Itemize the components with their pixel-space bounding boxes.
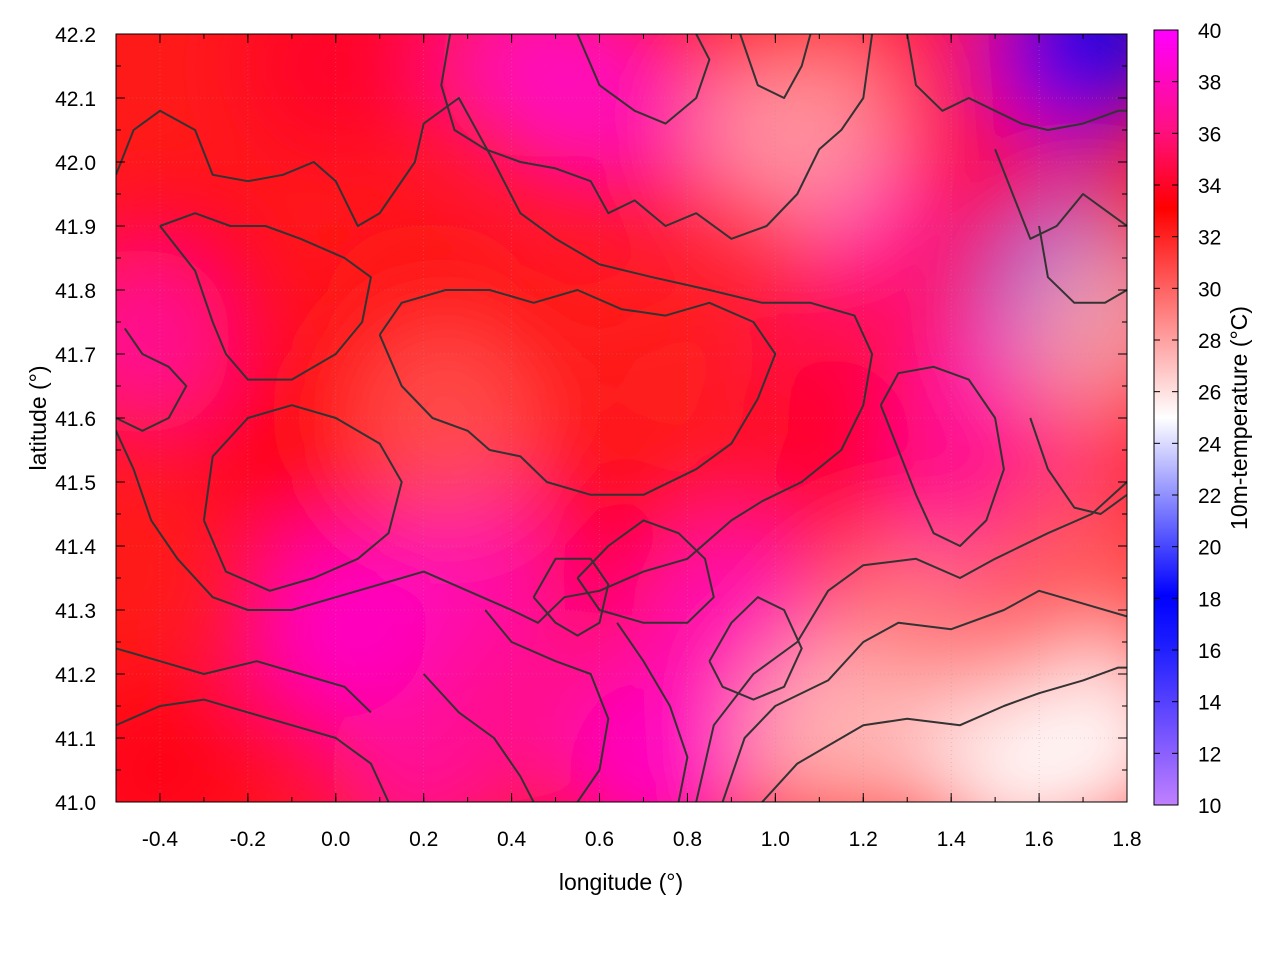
x-tick-label: 0.4 (497, 828, 527, 851)
y-tick-label: 41.1 (55, 728, 96, 751)
contour-line (116, 327, 188, 432)
contour-lines (116, 34, 1127, 802)
x-tick-label: -0.2 (230, 828, 266, 851)
x-tick-label: 0.2 (409, 828, 438, 851)
y-axis: 41.0 41.1 41.2 41.3 41.4 41.5 41.6 41.7 41.8 41.9… (55, 24, 1127, 815)
x-tick-label: -0.4 (142, 828, 179, 851)
contour-line (116, 647, 372, 714)
heat-cell (988, 483, 1127, 673)
heat-cell (746, 643, 937, 802)
contour-line (202, 404, 403, 592)
colorbar-tick-label: 38 (1198, 72, 1221, 95)
heat-cell (636, 515, 827, 705)
contour-line (159, 212, 372, 381)
y-tick-label: 41.0 (55, 792, 96, 815)
x-tick-label: 1.4 (937, 828, 967, 851)
colorbar-tick-label: 18 (1198, 588, 1221, 611)
heat-cell (240, 34, 431, 161)
colorbar-tick-label: 24 (1198, 433, 1222, 456)
colorbar-tick-label: 10 (1198, 795, 1221, 818)
colorbar-tick-label: 12 (1198, 743, 1221, 766)
x-axis: -0.4 -0.2 0.0 0.2 0.4 0.6 0.8 1.0 1.2 1.4 1.6 1.8 (115, 34, 1142, 851)
y-tick-label: 42.2 (55, 24, 96, 47)
y-tick-label: 42.1 (55, 88, 96, 111)
y-tick-label: 42.0 (55, 152, 96, 175)
contour-line (378, 289, 777, 496)
temperature-heatmap (116, 34, 1127, 802)
colorbar-tick-label: 20 (1198, 537, 1221, 560)
colorbar-tick-label: 22 (1198, 485, 1221, 508)
colorbar-label: 10m-temperature (°C) (1226, 306, 1252, 530)
heat-cell (196, 355, 387, 545)
y-axis-label: latitude (°) (25, 365, 51, 470)
contour-line (576, 519, 715, 624)
y-tick-label: 41.5 (55, 472, 96, 495)
heat-cell (116, 675, 255, 802)
x-tick-label: 0.0 (321, 828, 350, 851)
contour-line (576, 34, 711, 125)
y-tick-label: 41.3 (55, 600, 96, 623)
contour-line (116, 97, 874, 624)
x-axis-label: longitude (°) (559, 869, 683, 895)
colorbar-tick-label: 26 (1198, 382, 1221, 405)
heat-cell (350, 323, 541, 513)
colorbar-gradient (1153, 29, 1179, 806)
colorbar-tick-label: 14 (1198, 692, 1222, 715)
heat-cell (570, 675, 761, 802)
colorbar-tick-label: 36 (1198, 123, 1221, 146)
x-tick-label: 1.8 (1112, 828, 1141, 851)
contour-line (994, 148, 1127, 240)
contour-line (422, 673, 535, 802)
x-tick-label: 0.6 (585, 828, 614, 851)
heat-cell (702, 35, 893, 225)
x-tick-label: 0.8 (673, 828, 702, 851)
x-tick-label: 1.2 (849, 828, 878, 851)
colorbar-ticks: 10 12 14 16 18 20 22 24 26 28 30 32 34 36 38 40 (1154, 20, 1222, 818)
colorbar-tick-label: 28 (1198, 330, 1221, 353)
y-tick-label: 41.8 (55, 280, 96, 303)
heat-cell (724, 355, 915, 545)
contour-line (440, 34, 874, 240)
x-tick-label: 1.6 (1024, 828, 1053, 851)
y-tick-label: 41.7 (55, 344, 96, 367)
contour-line (532, 557, 610, 637)
contour-line (879, 365, 1005, 547)
contour-line (695, 481, 1127, 802)
x-tick-label: 1.0 (761, 828, 790, 851)
contour-line (906, 34, 1127, 131)
contour-line (739, 34, 812, 99)
colorbar-tick-label: 30 (1198, 278, 1221, 301)
heat-cell (988, 34, 1127, 142)
contour-line (721, 589, 1127, 802)
y-tick-label: 41.6 (55, 408, 96, 431)
y-tick-label: 41.4 (55, 536, 96, 559)
heat-cell (438, 34, 629, 161)
contour-line (1038, 225, 1127, 304)
y-tick-label: 41.2 (55, 664, 96, 687)
contour-line (708, 596, 803, 701)
contour-line (761, 666, 1127, 802)
contour-line (116, 698, 390, 802)
y-tick-label: 41.9 (55, 216, 96, 239)
colorbar-tick-label: 34 (1198, 175, 1222, 198)
colorbar: 10 12 14 16 18 20 22 24 26 28 30 32 34 36 38 40 10m-tem… (1153, 20, 1252, 818)
colorbar-tick-label: 40 (1198, 20, 1221, 43)
contour-line (1029, 417, 1127, 515)
colorbar-tick-label: 32 (1198, 227, 1221, 250)
contour-line (484, 609, 610, 802)
colorbar-tick-label: 16 (1198, 640, 1221, 663)
contour-line (616, 622, 689, 802)
